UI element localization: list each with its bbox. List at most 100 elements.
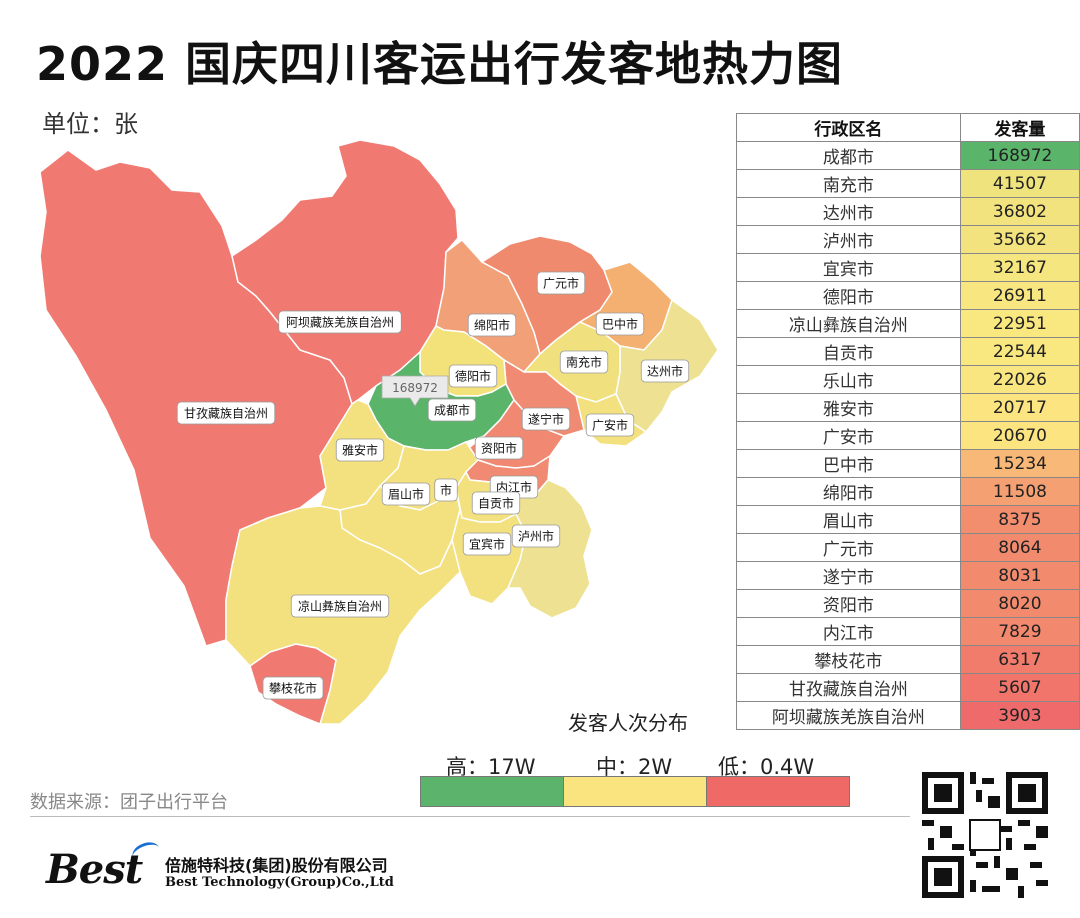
count-cell: 8064 — [959, 533, 1080, 562]
count-cell: 7829 — [959, 617, 1080, 646]
legend-mid-label: 中：2W — [596, 755, 673, 779]
count-cell: 22544 — [959, 337, 1080, 366]
table-row: 巴中市 15234 — [736, 449, 1080, 478]
svg-text:德阳市: 德阳市 — [455, 369, 491, 384]
count-cell: 32167 — [959, 253, 1080, 282]
region-label: 泸州市 — [511, 524, 561, 548]
ranking-table: 行政区名 发客量 成都市 168972 南充市 41507 达州市 36802 泸州市 356… — [736, 113, 1080, 730]
footer-divider — [30, 816, 910, 817]
count-cell: 11508 — [959, 477, 1080, 506]
qr-code-icon — [922, 772, 1048, 898]
region-luzhou[interactable] — [506, 479, 593, 619]
region-label: 凉山彝族自治州 — [290, 594, 390, 618]
region-name-cell: 攀枝花市 — [736, 645, 961, 674]
table-row: 宜宾市 32167 — [736, 253, 1080, 282]
count-cell: 22026 — [959, 365, 1080, 394]
region-name-cell: 甘孜藏族自治州 — [736, 673, 961, 702]
page-title: 2022 国庆四川客运出行发客地热力图 — [36, 37, 844, 91]
svg-text:内江市: 内江市 — [496, 480, 532, 495]
table-row: 眉山市 8375 — [736, 505, 1080, 534]
table-row: 乐山市 22026 — [736, 365, 1080, 394]
region-name-cell: 绵阳市 — [736, 477, 961, 506]
company-name-en: Best Technology(Group)Co.,Ltd — [165, 875, 394, 890]
svg-text:攀枝花市: 攀枝花市 — [269, 681, 317, 696]
svg-text:市: 市 — [440, 483, 452, 498]
table-row: 成都市 168972 — [736, 141, 1080, 170]
table-header-count: 发客量 — [959, 113, 1080, 142]
svg-text:成都市: 成都市 — [434, 403, 470, 418]
region-name-cell: 阿坝藏族羌族自治州 — [736, 701, 961, 730]
company-name-cn: 倍施特科技(集团)股份有限公司 — [165, 856, 388, 875]
svg-text:自贡市: 自贡市 — [478, 496, 514, 511]
region-name-cell: 宜宾市 — [736, 253, 961, 282]
table-row: 德阳市 26911 — [736, 281, 1080, 310]
region-label: 达州市 — [640, 359, 690, 383]
table-row: 自贡市 22544 — [736, 337, 1080, 366]
svg-text:南充市: 南充市 — [566, 355, 602, 370]
region-label: 成都市 — [427, 398, 477, 422]
count-cell: 41507 — [959, 169, 1080, 198]
table-row: 绵阳市 11508 — [736, 477, 1080, 506]
region-label: 阿坝藏族羌族自治州 — [278, 310, 402, 334]
chengdu-value-tooltip: 168972 — [381, 375, 449, 407]
region-name-cell: 内江市 — [736, 617, 961, 646]
table-row: 凉山彝族自治州 22951 — [736, 309, 1080, 338]
region-name-cell: 巴中市 — [736, 449, 961, 478]
legend-high-swatch — [421, 777, 564, 806]
table-header-region: 行政区名 — [736, 113, 961, 142]
region-name-cell: 德阳市 — [736, 281, 961, 310]
region-name-cell: 南充市 — [736, 169, 961, 198]
svg-text:168972: 168972 — [392, 381, 438, 395]
table-row: 泸州市 35662 — [736, 225, 1080, 254]
unit-label: 单位：张 — [42, 110, 138, 138]
region-name-cell: 雅安市 — [736, 393, 961, 422]
count-cell: 8375 — [959, 505, 1080, 534]
region-label: 广安市 — [585, 413, 635, 437]
svg-text:阿坝藏族羌族自治州: 阿坝藏族羌族自治州 — [286, 316, 394, 330]
svg-text:巴中市: 巴中市 — [602, 317, 638, 332]
logo-arc-icon — [129, 838, 163, 867]
region-name-cell: 资阳市 — [736, 589, 961, 618]
region-name-cell: 泸州市 — [736, 225, 961, 254]
region-label: 自贡市 — [471, 491, 521, 515]
svg-text:凉山彝族自治州: 凉山彝族自治州 — [298, 599, 382, 614]
region-label: 甘孜藏族自治州 — [176, 401, 276, 425]
legend-high-label: 高：17W — [446, 755, 536, 779]
count-cell: 36802 — [959, 197, 1080, 226]
region-name-cell: 成都市 — [736, 141, 961, 170]
region-name-cell: 达州市 — [736, 197, 961, 226]
table-row: 内江市 7829 — [736, 617, 1080, 646]
count-cell: 5607 — [959, 673, 1080, 702]
region-label: 市 — [434, 478, 458, 502]
table-row: 雅安市 20717 — [736, 393, 1080, 422]
table-row: 遂宁市 8031 — [736, 561, 1080, 590]
svg-text:广元市: 广元市 — [543, 276, 579, 291]
svg-text:遂宁市: 遂宁市 — [528, 412, 564, 427]
best-logo: Best — [46, 846, 143, 893]
svg-text:眉山市: 眉山市 — [388, 487, 424, 502]
legend-labels: 高：17W 中：2W 低：0.4W — [420, 751, 850, 779]
region-label: 宜宾市 — [462, 532, 512, 556]
count-cell: 6317 — [959, 645, 1080, 674]
table-row: 广元市 8064 — [736, 533, 1080, 562]
region-label: 眉山市 — [381, 482, 431, 506]
table-row: 资阳市 8020 — [736, 589, 1080, 618]
region-name-cell: 自贡市 — [736, 337, 961, 366]
region-label: 遂宁市 — [521, 407, 571, 431]
svg-text:资阳市: 资阳市 — [481, 441, 517, 456]
count-cell: 20670 — [959, 421, 1080, 450]
table-row: 达州市 36802 — [736, 197, 1080, 226]
region-label: 广元市 — [536, 271, 586, 295]
table-row: 攀枝花市 6317 — [736, 645, 1080, 674]
table-row: 阿坝藏族羌族自治州 3903 — [736, 701, 1080, 730]
region-name-cell: 凉山彝族自治州 — [736, 309, 961, 338]
region-name-cell: 广安市 — [736, 421, 961, 450]
svg-text:宜宾市: 宜宾市 — [469, 537, 505, 552]
region-name-cell: 眉山市 — [736, 505, 961, 534]
region-label: 资阳市 — [474, 436, 524, 460]
region-label: 巴中市 — [595, 312, 645, 336]
count-cell: 35662 — [959, 225, 1080, 254]
table-row: 南充市 41507 — [736, 169, 1080, 198]
count-cell: 8020 — [959, 589, 1080, 618]
